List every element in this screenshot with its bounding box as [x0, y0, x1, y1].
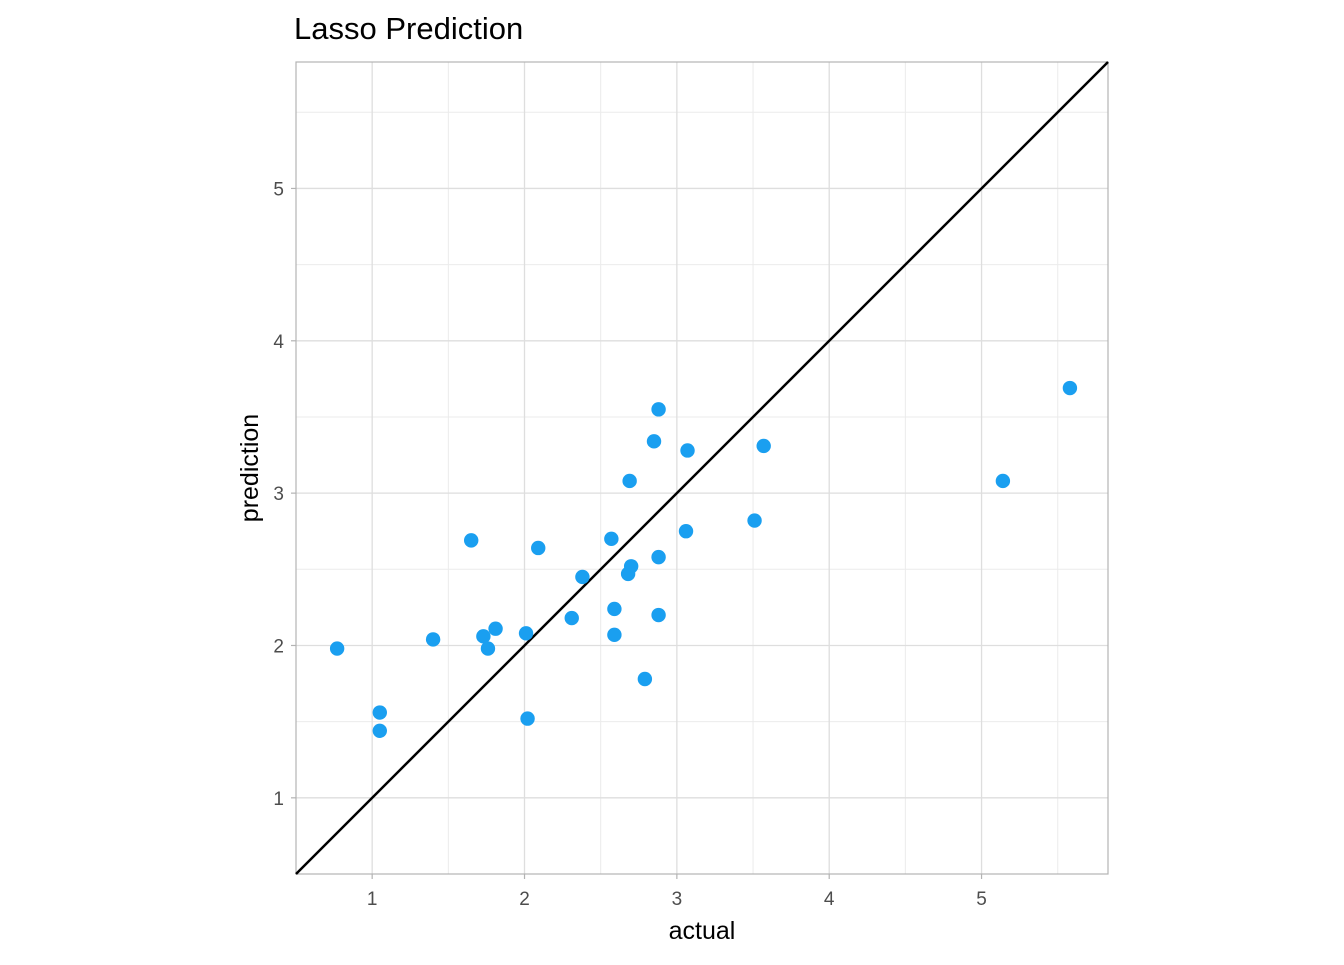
- data-point: [480, 641, 496, 656]
- x-tick-label: 2: [519, 889, 530, 910]
- data-point: [747, 513, 762, 528]
- y-tick-label: 3: [273, 484, 284, 505]
- data-point: [607, 627, 622, 643]
- data-point: [995, 473, 1011, 489]
- data-point: [651, 607, 666, 623]
- data-point: [329, 641, 345, 656]
- data-point: [651, 402, 666, 417]
- x-axis-ticks: 1 2 3 4 5: [367, 874, 987, 910]
- identity-reference-line: [295, 61, 1109, 875]
- data-point: [623, 559, 639, 574]
- data-point: [680, 443, 695, 458]
- x-tick-label: 4: [824, 889, 835, 910]
- y-tick-label: 1: [273, 789, 284, 810]
- y-tick-label: 4: [273, 332, 284, 353]
- data-point: [372, 705, 387, 720]
- data-point: [531, 540, 546, 556]
- y-tick-label: 5: [273, 179, 284, 200]
- data-point: [622, 473, 637, 489]
- data-point: [476, 629, 491, 644]
- chart-title: Lasso Prediction: [294, 11, 523, 46]
- panel-border: [295, 61, 1109, 875]
- data-point: [1062, 380, 1078, 396]
- data-point: [756, 438, 771, 454]
- y-axis-title: prediction: [236, 414, 264, 522]
- data-point: [518, 626, 534, 641]
- y-axis-ticks: 1 2 3 4 5: [273, 179, 296, 810]
- data-point: [372, 723, 387, 738]
- data-point: [520, 711, 535, 726]
- data-point: [607, 601, 622, 617]
- data-point: [575, 569, 590, 585]
- grid: [296, 62, 1108, 874]
- y-tick-label: 2: [273, 636, 284, 657]
- data-point: [637, 671, 653, 687]
- data-point: [604, 531, 619, 547]
- data-point: [651, 549, 666, 565]
- data-point: [425, 632, 441, 647]
- data-point: [646, 434, 662, 449]
- data-point: [488, 621, 503, 636]
- data-point: [678, 524, 694, 539]
- x-axis-title: actual: [669, 917, 736, 945]
- x-tick-label: 5: [976, 889, 987, 910]
- x-tick-label: 3: [672, 889, 683, 910]
- data-point: [564, 610, 579, 626]
- x-tick-label: 1: [367, 889, 378, 910]
- data-points: [329, 380, 1078, 738]
- data-point: [463, 533, 479, 548]
